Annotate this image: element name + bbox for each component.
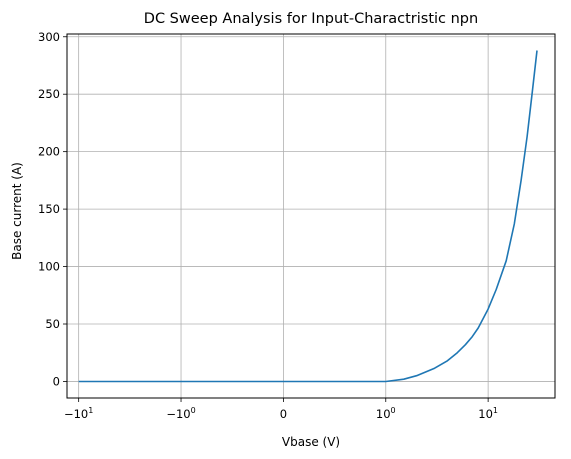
x-tick-label: 100: [376, 406, 396, 421]
y-tick-label: 200: [38, 145, 60, 159]
series-lines: [78, 50, 538, 383]
gridlines: [67, 34, 555, 398]
x-tick-label: 0: [280, 407, 287, 421]
y-tick-label: 150: [38, 202, 60, 216]
y-tick-label: 250: [38, 87, 60, 101]
y-tick-label: 0: [53, 374, 60, 388]
y-tick-label: 100: [38, 260, 60, 274]
series-line: [78, 50, 538, 383]
y-axis-label: Base current (A): [10, 162, 24, 260]
x-axis: −101 −100 0 100 101: [64, 398, 498, 421]
x-tick-label: −100: [166, 406, 195, 421]
x-tick-label: −101: [64, 406, 93, 421]
x-axis-label: Vbase (V): [282, 435, 340, 449]
chart-title: DC Sweep Analysis for Input-Charactristi…: [144, 11, 478, 27]
x-tick-label: 101: [478, 406, 498, 421]
y-tick-label: 50: [45, 317, 60, 331]
y-tick-label: 300: [38, 30, 60, 44]
y-axis: 0 50 100 150 200 250 300: [38, 30, 67, 388]
plot-frame: [66, 33, 556, 399]
